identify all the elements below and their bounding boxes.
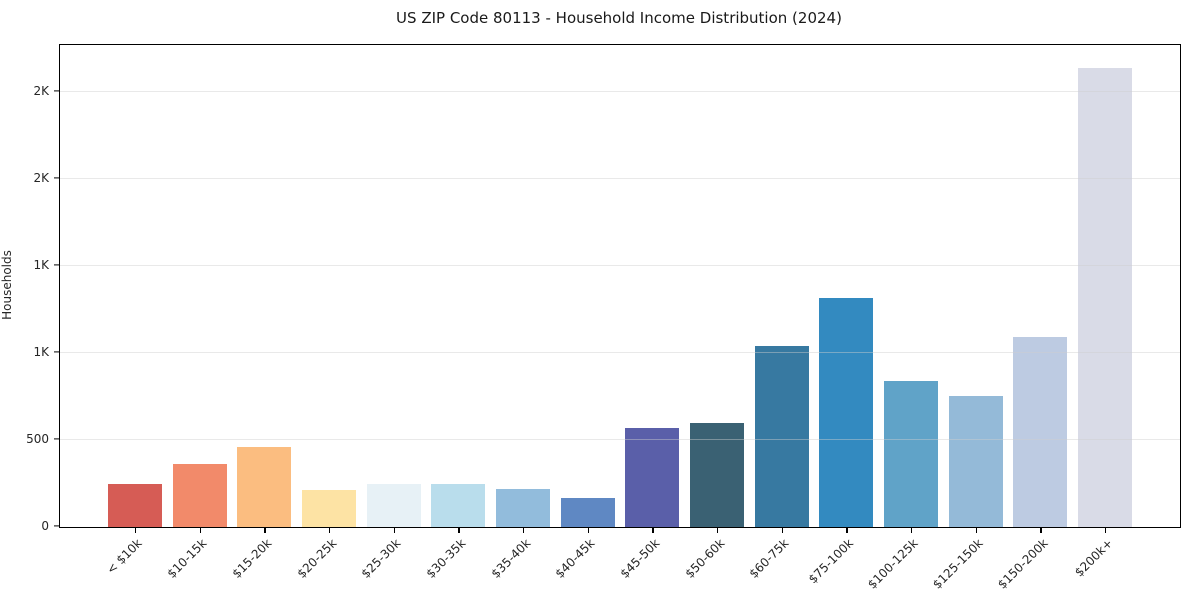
- x-label-$15-20k: $15-20k: [229, 536, 275, 581]
- x-label-$35-40k: $35-40k: [488, 536, 533, 581]
- bar-$40-45k: [560, 498, 615, 527]
- x-tick-mark: [781, 528, 783, 533]
- y-tick-mark: [54, 90, 59, 92]
- bar-$150-200k: [1013, 337, 1068, 527]
- x-tick-mark: [329, 528, 331, 533]
- bar-< $10k: [108, 483, 162, 527]
- x-label-$75-100k: $75-100k: [806, 536, 857, 587]
- bar-slot-$40-45k: $40-45k: [553, 45, 615, 581]
- x-label-$30-35k: $30-35k: [423, 536, 469, 581]
- bar-slot-$45-50k: $45-50k: [617, 45, 680, 581]
- bar-slot-$100-125k: $100-125k: [865, 45, 939, 590]
- y-tick-mark: [54, 525, 59, 527]
- bar-$125-150k: [948, 395, 1003, 527]
- x-tick-mark: [652, 528, 654, 533]
- bar-slot-< $10k: < $10k: [104, 45, 162, 577]
- plot-area: < $10k $10-15k $15-20k $20-25k $25-30k $30-35…: [59, 44, 1181, 590]
- bar-$100-125k: [884, 380, 939, 527]
- bar-slot-$20-25k: $20-25k: [294, 45, 356, 581]
- x-label-$60-75k: $60-75k: [746, 536, 792, 581]
- x-label-$200k+: $200k+: [1071, 536, 1115, 580]
- y-tick-label-0: 0: [41, 519, 49, 533]
- x-label-$50-60k: $50-60k: [682, 536, 727, 581]
- x-tick-mark: [458, 528, 460, 533]
- bar-slot-$150-200k: $150-200k: [995, 45, 1068, 590]
- bar-$200k+: [1078, 67, 1133, 527]
- y-tick-label-500: 500: [26, 431, 49, 446]
- bar-$60-75k: [754, 346, 809, 527]
- x-tick-mark: [264, 528, 266, 533]
- y-tick-label-1000: 1K: [33, 344, 49, 359]
- x-tick-mark: [975, 528, 977, 533]
- x-label-$10-15k: $10-15k: [164, 536, 210, 581]
- x-tick-mark: [846, 528, 848, 533]
- x-tick-mark: [199, 528, 201, 533]
- bar-$35-40k: [496, 488, 551, 527]
- y-tick-mark: [54, 438, 59, 440]
- x-label-$100-125k: $100-125k: [865, 536, 921, 590]
- bar-slot-$200k+: $200k+: [1071, 45, 1133, 580]
- x-tick-mark: [1040, 528, 1042, 533]
- y-tick-label-1500: 1K: [33, 257, 49, 272]
- bar-$30-35k: [431, 483, 486, 527]
- bar-$20-25k: [302, 490, 356, 527]
- bar-slot-$60-75k: $60-75k: [747, 45, 809, 581]
- x-label-$45-50k: $45-50k: [617, 536, 663, 581]
- x-tick-mark: [1105, 528, 1107, 533]
- y-tick-mark: [54, 177, 59, 179]
- bar-slot-$10-15k: $10-15k: [165, 45, 227, 581]
- bar-$10-15k: [172, 464, 227, 527]
- y-axis-label: Households: [0, 250, 14, 320]
- x-tick-mark: [134, 528, 137, 533]
- y-tick-mark: [54, 264, 59, 266]
- x-tick-mark: [587, 528, 589, 533]
- x-label-$20-25k: $20-25k: [294, 536, 339, 581]
- bar-slot-$50-60k: $50-60k: [682, 45, 745, 581]
- bar-slot-$25-30k: $25-30k: [359, 45, 421, 581]
- y-tick-label-2500: 2K: [33, 83, 49, 98]
- bar-$75-100k: [819, 298, 874, 527]
- bars-container: < $10k $10-15k $15-20k $20-25k $25-30k $30-35…: [60, 45, 1180, 590]
- bar-slot-$125-150k: $125-150k: [930, 45, 1003, 590]
- x-label-$150-200k: $150-200k: [994, 536, 1051, 590]
- x-tick-mark: [717, 528, 719, 533]
- x-label-$25-30k: $25-30k: [358, 536, 404, 581]
- bar-$50-60k: [690, 423, 745, 527]
- x-tick-mark: [911, 528, 913, 533]
- chart-title: US ZIP Code 80113 - Household Income Dis…: [396, 9, 842, 27]
- x-label-< $10k: < $10k: [104, 536, 145, 577]
- bar-slot-$30-35k: $30-35k: [423, 45, 486, 581]
- y-tick-mark: [54, 351, 59, 353]
- bar-$15-20k: [237, 446, 292, 527]
- bar-$45-50k: [625, 427, 680, 527]
- x-label-$40-45k: $40-45k: [552, 536, 598, 581]
- bar-slot-$15-20k: $15-20k: [229, 45, 292, 581]
- y-tick-label-2000: 2K: [33, 170, 49, 185]
- bar-slot-$35-40k: $35-40k: [488, 45, 551, 581]
- x-label-$125-150k: $125-150k: [929, 536, 986, 590]
- x-tick-mark: [523, 528, 525, 533]
- bar-slot-$75-100k: $75-100k: [806, 45, 874, 586]
- x-tick-mark: [393, 528, 395, 533]
- bar-$25-30k: [366, 483, 421, 527]
